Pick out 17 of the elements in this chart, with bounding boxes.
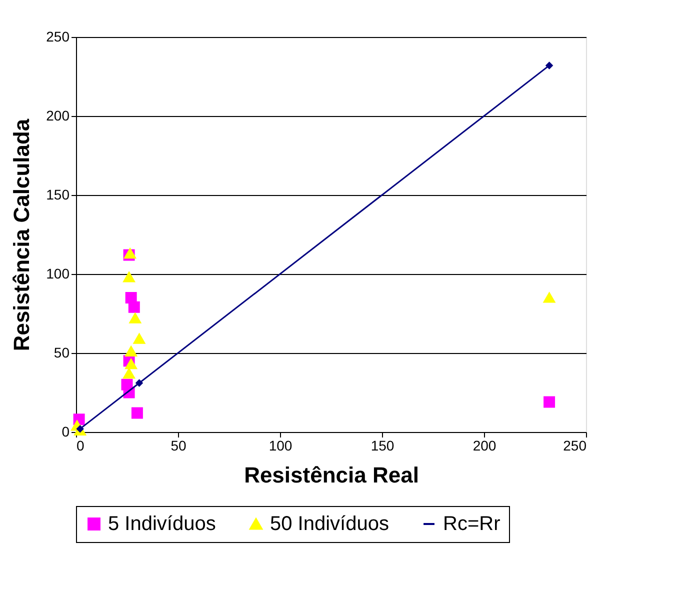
x-axis-title: Resistência Real	[244, 462, 419, 488]
x-tick-label: 250	[563, 438, 587, 454]
legend-label: Rc=Rr	[443, 513, 501, 535]
y-tick-label: 250	[46, 28, 70, 44]
y-tick-label: 200	[46, 108, 70, 124]
y-axis-title: Resistência Calculada	[9, 118, 34, 352]
x-tick-label: 0	[76, 438, 84, 454]
y-tick-label: 0	[62, 424, 70, 440]
x-tick-label: 50	[170, 438, 186, 454]
y-tick-label: 50	[54, 344, 70, 360]
x-tick-label: 100	[268, 438, 292, 454]
x-tick-label: 150	[370, 438, 394, 454]
legend-label: 5 Indivíduos	[108, 513, 216, 535]
y-tick-label: 150	[46, 186, 70, 202]
x-tick-label: 200	[472, 438, 496, 454]
y-tick-label: 100	[46, 266, 70, 282]
legend-label: 50 Indivíduos	[270, 513, 389, 535]
